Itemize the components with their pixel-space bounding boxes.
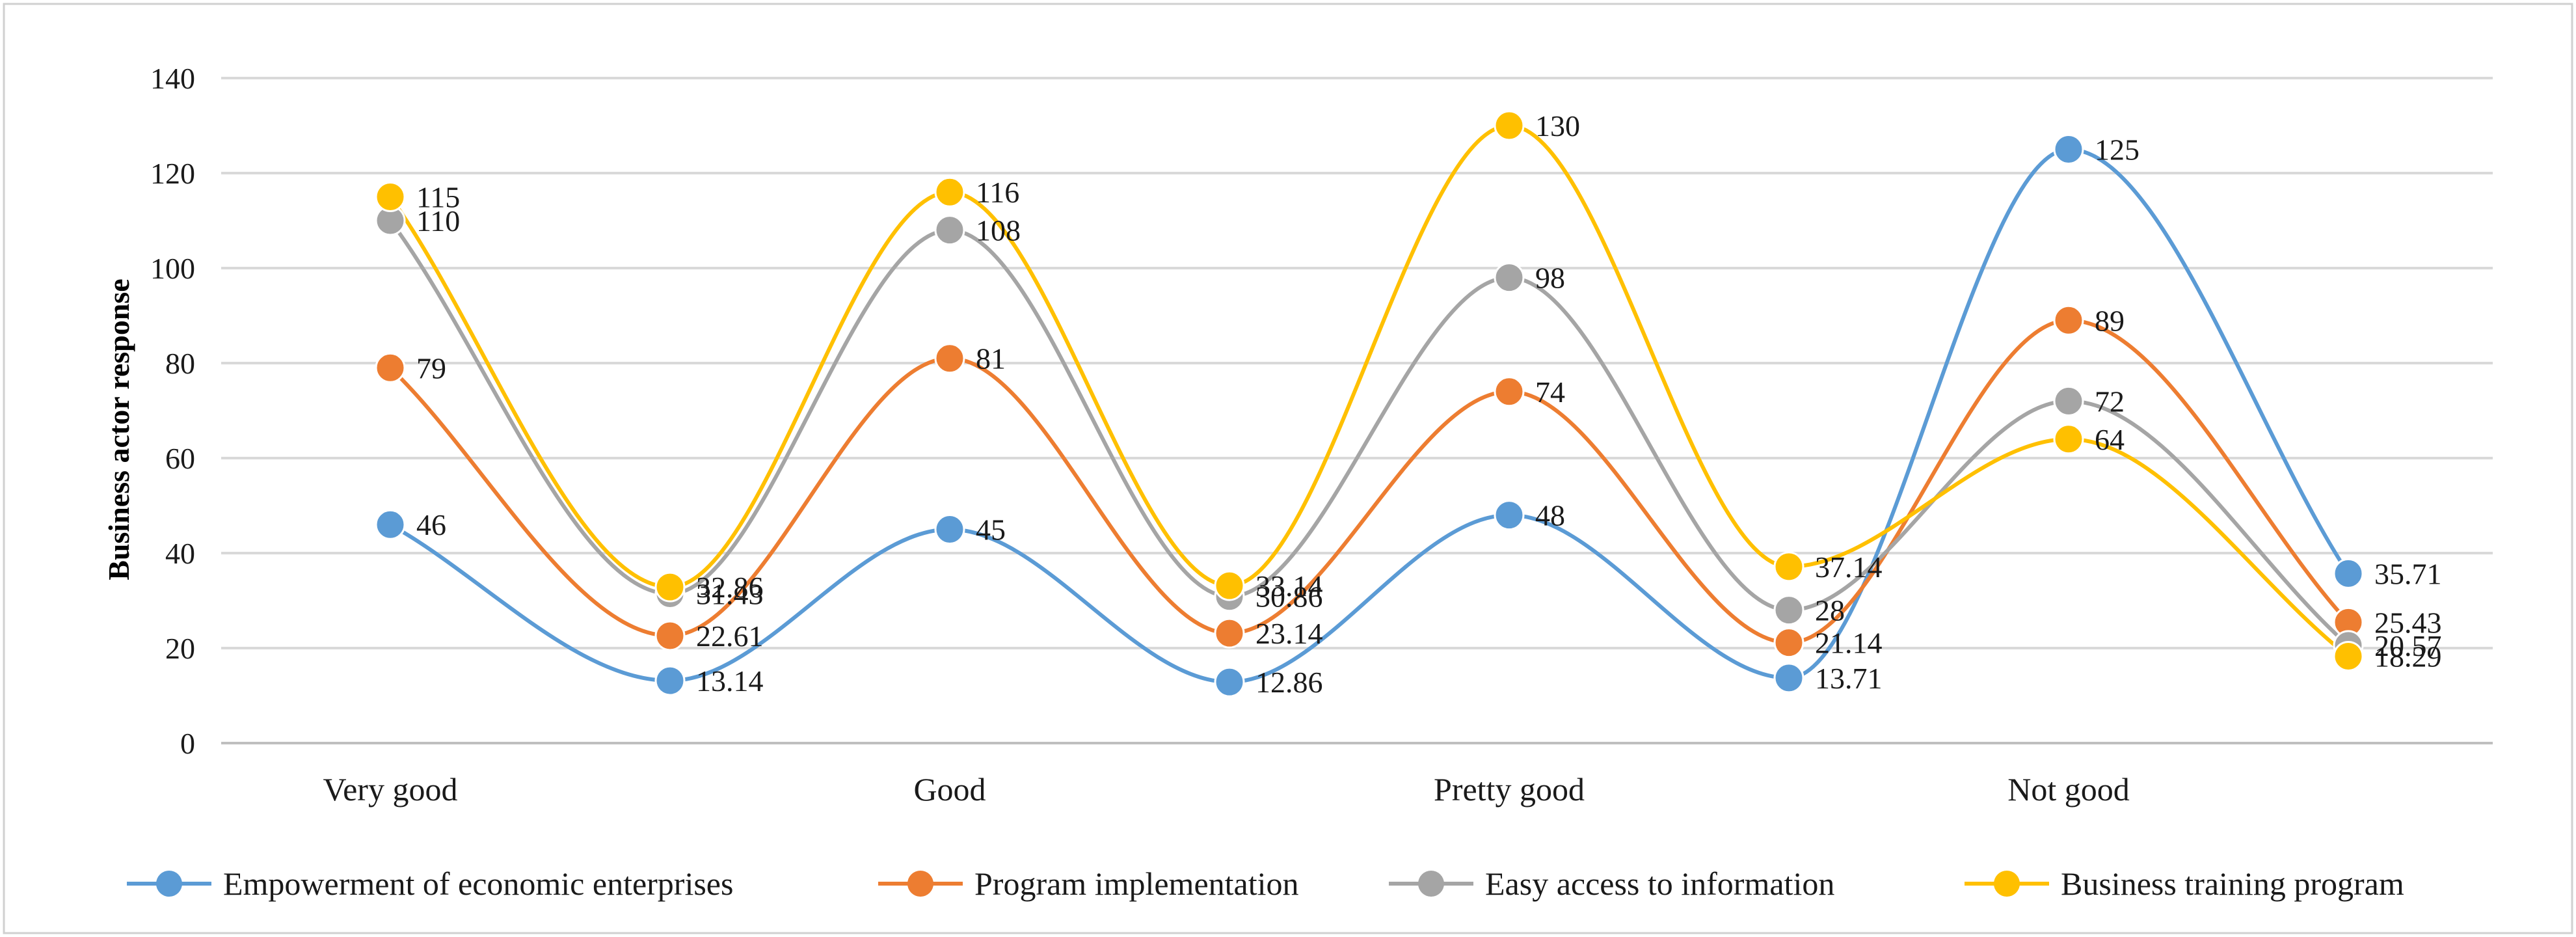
data-point-business-training-program: [934, 176, 965, 208]
data-label-business-training-program: 116: [976, 176, 1019, 209]
data-label-easy-access-to-information: 28: [1815, 594, 1845, 627]
legend-swatch-marker: [1994, 871, 2020, 897]
data-label-easy-access-to-information: 98: [1535, 262, 1565, 295]
data-point-empowerment-of-economic-enterprises: [2053, 134, 2084, 165]
data-point-easy-access-to-information: [2053, 385, 2084, 416]
data-point-program-implementation: [1214, 618, 1245, 649]
data-point-program-implementation: [934, 343, 965, 374]
data-label-empowerment-of-economic-enterprises: 48: [1535, 499, 1565, 532]
y-tick-label: 40: [165, 537, 195, 570]
data-point-empowerment-of-economic-enterprises: [654, 665, 686, 696]
data-label-business-training-program: 33.14: [1255, 569, 1323, 603]
y-axis-title: Business actor response: [102, 278, 135, 580]
y-tick-label: 60: [165, 442, 195, 475]
data-label-business-training-program: 37.14: [1815, 550, 1883, 584]
data-label-empowerment-of-economic-enterprises: 46: [416, 508, 446, 541]
data-label-easy-access-to-information: 110: [416, 204, 460, 238]
data-labels: 46 13.14 45 12.86 48 13.71 125 35.71 79 22.61 81 23…: [416, 109, 2442, 699]
x-tick-label: Pretty good: [1434, 771, 1585, 808]
y-tick-label: 120: [150, 157, 195, 190]
legend-item-program-implementation: Program implementation: [878, 865, 1299, 902]
data-point-empowerment-of-economic-enterprises: [2333, 558, 2364, 589]
data-label-program-implementation: 89: [2095, 304, 2125, 337]
y-tick-label: 0: [180, 727, 195, 760]
data-point-business-training-program: [375, 182, 406, 212]
data-point-program-implementation: [1494, 376, 1525, 407]
data-label-empowerment-of-economic-enterprises: 125: [2095, 133, 2140, 167]
legend-swatch-marker: [907, 871, 933, 897]
data-label-program-implementation: 25.43: [2374, 606, 2442, 639]
data-label-empowerment-of-economic-enterprises: 35.71: [2374, 557, 2442, 590]
x-tick-label: Not good: [2007, 771, 2130, 808]
series-line-easy-access-to-information: [388, 219, 2350, 647]
data-point-empowerment-of-economic-enterprises: [375, 509, 406, 540]
data-point-program-implementation: [654, 620, 686, 651]
data-point-business-training-program: [2333, 640, 2364, 672]
y-tick-label: 140: [150, 62, 195, 95]
x-tick-label: Very good: [323, 771, 458, 808]
legend-item-empowerment-of-economic-enterprises: Empowerment of economic enterprises: [127, 865, 733, 902]
data-point-easy-access-to-information: [1494, 262, 1525, 293]
data-point-empowerment-of-economic-enterprises: [1214, 666, 1245, 698]
data-label-easy-access-to-information: 31.43: [696, 578, 764, 611]
data-label-business-training-program: 115: [416, 181, 460, 214]
data-label-easy-access-to-information: 20.57: [2374, 629, 2442, 662]
x-axis-ticks: Very good Good Pretty good Not good: [323, 771, 2130, 808]
legend-label: Easy access to information: [1485, 865, 1834, 902]
data-label-program-implementation: 22.61: [696, 619, 764, 653]
y-tick-label: 80: [165, 347, 195, 380]
data-label-program-implementation: 23.14: [1255, 617, 1323, 650]
data-label-program-implementation: 79: [416, 351, 446, 385]
data-point-business-training-program: [1494, 110, 1525, 141]
data-label-empowerment-of-economic-enterprises: 13.14: [696, 664, 764, 698]
series-line-program-implementation: [388, 318, 2350, 645]
y-tick-label: 20: [165, 632, 195, 665]
legend-item-easy-access-to-information: Easy access to information: [1389, 865, 1834, 902]
legend-swatch-marker: [156, 871, 182, 897]
y-axis-ticks: 0 20 40 60 80 100 120 140: [150, 62, 195, 760]
series-markers: [375, 110, 2364, 698]
series-line-business-training-program: [388, 124, 2350, 658]
data-label-program-implementation: 21.14: [1815, 627, 1883, 660]
data-point-easy-access-to-information: [934, 215, 965, 246]
data-point-program-implementation: [375, 352, 406, 383]
data-point-program-implementation: [2053, 305, 2084, 336]
data-label-business-training-program: 18.29: [2374, 640, 2442, 673]
legend: Empowerment of economic enterprises Progr…: [127, 865, 2404, 902]
gridlines: [221, 77, 2493, 744]
data-point-empowerment-of-economic-enterprises: [1773, 662, 1805, 694]
legend-label: Empowerment of economic enterprises: [223, 865, 733, 902]
legend-item-business-training-program: Business training program: [1965, 865, 2404, 902]
x-tick-label: Good: [913, 771, 986, 808]
data-point-empowerment-of-economic-enterprises: [1494, 500, 1525, 531]
data-label-program-implementation: 74: [1535, 375, 1565, 409]
data-point-easy-access-to-information: [1773, 595, 1805, 626]
data-label-easy-access-to-information: 108: [976, 214, 1021, 247]
data-label-business-training-program: 64: [2095, 423, 2125, 456]
data-point-business-training-program: [2053, 424, 2084, 455]
data-point-business-training-program: [654, 571, 686, 603]
data-point-empowerment-of-economic-enterprises: [934, 514, 965, 545]
data-label-empowerment-of-economic-enterprises: 12.86: [1255, 666, 1323, 699]
data-label-empowerment-of-economic-enterprises: 45: [976, 513, 1006, 547]
data-label-program-implementation: 81: [976, 342, 1006, 375]
data-label-empowerment-of-economic-enterprises: 13.71: [1815, 662, 1883, 695]
data-label-business-training-program: 32.86: [696, 571, 764, 604]
data-label-business-training-program: 130: [1535, 109, 1580, 143]
legend-label: Business training program: [2061, 865, 2404, 902]
data-label-easy-access-to-information: 72: [2095, 385, 2125, 418]
y-tick-label: 100: [150, 252, 195, 285]
data-label-easy-access-to-information: 30.86: [1255, 580, 1323, 614]
legend-swatch-marker: [1418, 871, 1444, 897]
legend-label: Program implementation: [974, 865, 1299, 902]
data-point-business-training-program: [1214, 570, 1245, 601]
data-point-business-training-program: [1773, 551, 1805, 582]
data-point-program-implementation: [1773, 627, 1805, 659]
